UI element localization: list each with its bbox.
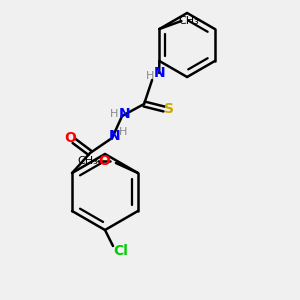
Text: CH₃: CH₃ [77,156,98,166]
Text: H: H [110,109,118,119]
Text: N: N [153,66,165,80]
Text: H: H [146,71,154,81]
Text: Cl: Cl [114,244,128,258]
Text: S: S [164,102,174,116]
Text: N: N [108,129,120,143]
Text: N: N [118,107,130,121]
Text: O: O [64,131,76,145]
Text: H: H [119,127,127,137]
Text: O: O [98,154,110,168]
Text: CH₃: CH₃ [178,16,199,26]
